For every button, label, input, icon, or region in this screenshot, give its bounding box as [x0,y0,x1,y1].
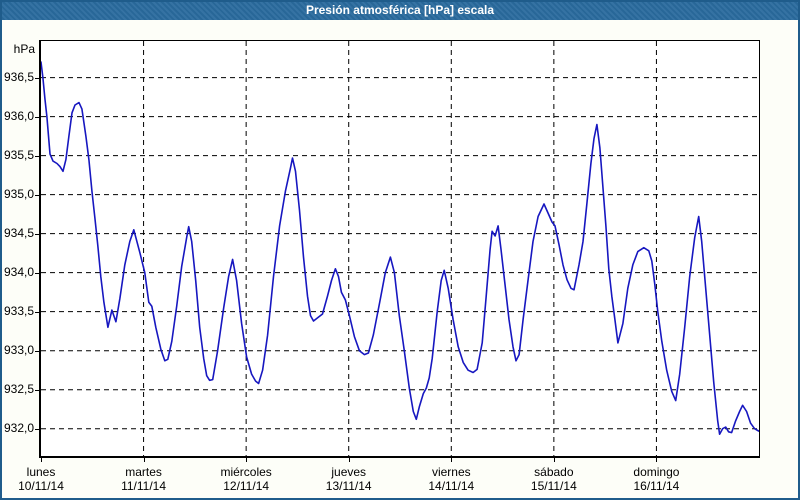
x-tick-mark [656,458,657,462]
x-tick-mark [349,458,350,462]
y-tick-label: 935,5 [3,147,34,162]
x-day-date-label: 13/11/14 [325,479,372,493]
y-tick-mark [35,273,39,274]
y-tick-label: 932,0 [3,420,34,435]
y-tick-mark [35,156,39,157]
x-day-name-label: martes [125,465,162,479]
y-tick-mark [35,390,39,391]
x-day-name-label: lunes [26,465,56,479]
chart-title: Presión atmosférica [hPa] escala [305,3,495,17]
chart-title-bar: Presión atmosférica [hPa] escala [0,0,800,20]
y-tick-label: 934,0 [3,264,34,279]
x-day-date-label: 11/11/14 [121,479,167,493]
y-tick-mark [35,429,39,430]
plot-canvas [41,41,759,456]
y-tick-label: 933,0 [3,342,34,357]
x-day-date-label: 12/11/14 [223,479,270,493]
x-tick-mark [451,458,452,462]
x-day-name-label: sábado [534,465,574,479]
x-tick-mark [41,458,42,462]
y-tick-mark [35,78,39,79]
y-tick-mark [35,195,39,196]
x-day-name-label: viernes [431,465,471,479]
y-tick-label: 936,0 [3,108,34,123]
y-tick-mark [35,351,39,352]
x-day-date-label: 16/11/14 [633,479,680,493]
plot-area [39,40,760,458]
y-tick-label: 935,0 [3,186,34,201]
y-tick-mark [35,234,39,235]
pressure-line [41,61,759,436]
y-tick-label: 936,5 [3,69,34,84]
y-tick-label: 932,5 [3,381,34,396]
y-tick-label: 934,5 [3,225,34,240]
x-tick-mark [554,458,555,462]
x-tick-mark [246,458,247,462]
x-tick-mark [144,458,145,462]
y-tick-mark [35,312,39,313]
x-day-date-label: 10/11/14 [18,479,64,493]
y-axis-unit-label: hPa [13,42,35,56]
y-tick-mark [35,117,39,118]
y-tick-label: 933,5 [3,303,34,318]
x-day-name-label: domingo [633,465,680,479]
x-day-name-label: miércoles [220,465,272,479]
x-day-name-label: jueves [331,465,367,479]
x-day-date-label: 14/11/14 [428,479,475,493]
x-day-date-label: 15/11/14 [530,479,577,493]
